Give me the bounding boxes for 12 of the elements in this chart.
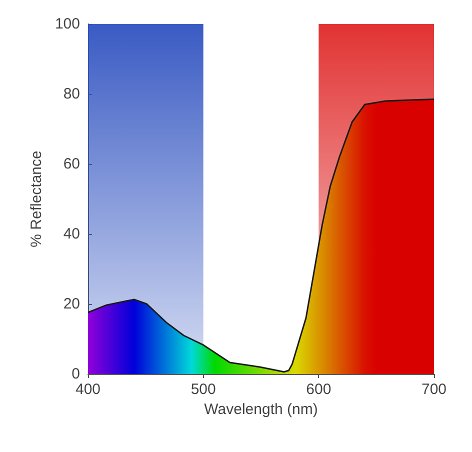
x-tick-label: 700 <box>421 381 447 398</box>
x-tick-label: 500 <box>190 381 216 398</box>
x-tick-label: 400 <box>75 381 101 398</box>
x-axis-title: Wavelength (nm) <box>204 401 318 418</box>
y-tick-label: 0 <box>72 366 80 382</box>
y-axis-title: % Reflectance <box>28 150 46 248</box>
y-tick-label: 20 <box>63 296 80 312</box>
y-tick-label: 80 <box>63 86 80 102</box>
x-tick-label: 600 <box>306 381 332 398</box>
y-tick-label: 100 <box>54 16 80 32</box>
y-tick-label: 40 <box>63 226 80 242</box>
y-tick-label: 60 <box>63 156 80 172</box>
